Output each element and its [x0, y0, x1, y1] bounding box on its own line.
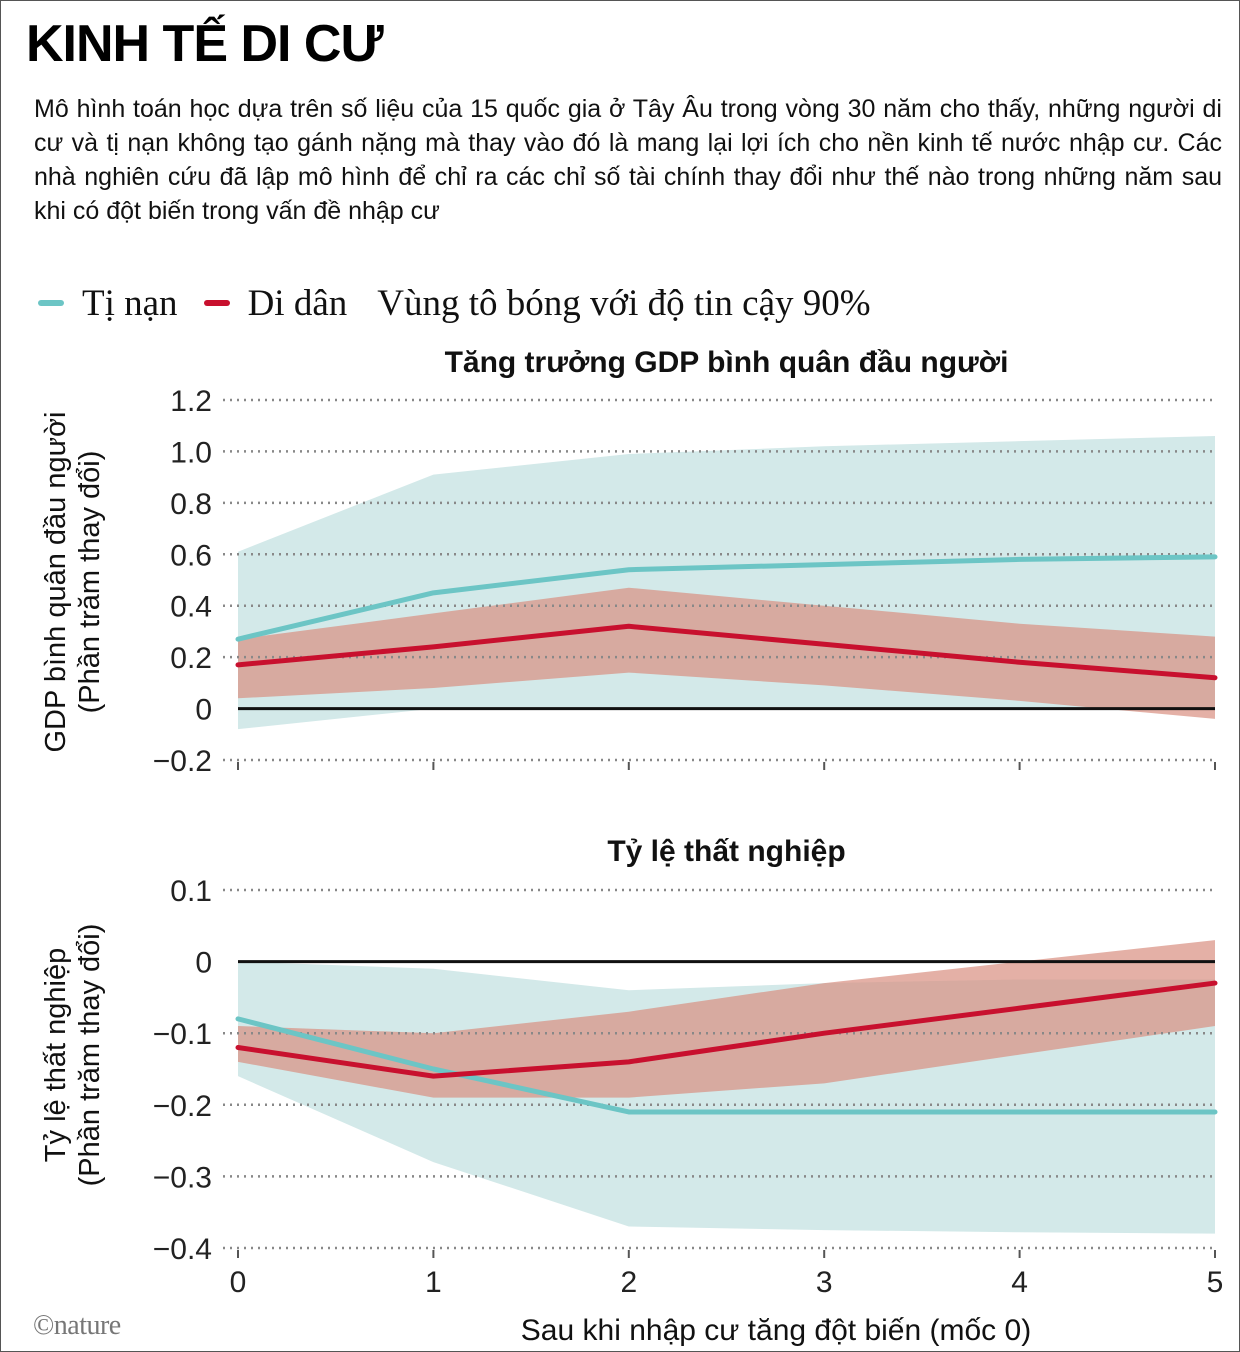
- legend-refugee-swatch: [38, 300, 64, 306]
- gdp-ytick-label: 0.6: [170, 539, 212, 572]
- gdp-ylabel-line1: GDP bình quân đầu người: [40, 411, 72, 752]
- legend-refugee-label: Tị nạn: [82, 282, 178, 324]
- unemployment-chart-title: Tỷ lệ thất nghiệp: [607, 835, 845, 868]
- gdp-chart-title: Tăng trưởng GDP bình quân đầu người: [445, 346, 1009, 379]
- gdp-ytick-label: 1.2: [170, 385, 212, 418]
- gdp-ytick-label: 0.4: [170, 591, 212, 624]
- gdp-ytick-label: 0: [195, 694, 212, 727]
- gdp-ylabel: GDP bình quân đầu người (Phần trăm thay đ…: [40, 411, 106, 752]
- legend-migrant-label: Di dân: [247, 282, 348, 324]
- unemployment-ylabel: Tỷ lệ thất nghiệp (Phần trăm thay đổi): [40, 924, 106, 1187]
- unemployment-point-migrant: [1213, 981, 1217, 985]
- unemployment-point-refugee: [822, 1110, 826, 1114]
- legend-shaded-note: Vùng tô bóng với độ tin cậy 90%: [377, 282, 871, 324]
- gdp-point-refugee: [236, 637, 240, 641]
- unemployment-ytick-label: −0.2: [153, 1090, 212, 1123]
- unemployment-point-refugee: [236, 1017, 240, 1021]
- unemployment-point-migrant: [1018, 1006, 1022, 1010]
- gdp-line-refugee: [235, 554, 1218, 642]
- gdp-ytick-label: 1.0: [170, 436, 212, 469]
- unemployment-ytick-label: −0.4: [153, 1233, 212, 1266]
- gdp-point-migrant: [1213, 676, 1217, 680]
- legend: Tị nạn Di dân Vùng tô bóng với độ tin cậ…: [38, 280, 871, 326]
- gdp-point-migrant: [431, 645, 435, 649]
- unemployment-point-migrant: [822, 1031, 826, 1035]
- gdp-ytick-label: −0.2: [153, 745, 212, 778]
- gdp-point-refugee: [1018, 557, 1022, 561]
- unemployment-xtick-label: 5: [1207, 1266, 1224, 1299]
- unemployment-xtick-label: 3: [816, 1266, 833, 1299]
- gdp-ylabel-line2: (Phần trăm thay đổi): [74, 451, 106, 714]
- unemployment-point-migrant: [431, 1074, 435, 1078]
- gdp-ytick-label: 0.2: [170, 642, 212, 675]
- gdp-band-migrant: [238, 587, 1215, 719]
- description-text: Mô hình toán học dựa trên số liệu của 15…: [34, 95, 1222, 225]
- unemployment-point-migrant: [236, 1046, 240, 1050]
- unemployment-point-migrant: [627, 1060, 631, 1064]
- nature-credit: ©nature: [33, 1310, 121, 1341]
- unemployment-ytick-label: 0: [195, 947, 212, 980]
- gdp-point-migrant: [236, 663, 240, 667]
- legend-item-migrant: Di dân: [203, 282, 348, 325]
- unemployment-band-migrant: [238, 940, 1215, 1098]
- gdp-point-migrant: [822, 642, 826, 646]
- legend-migrant-swatch: [203, 300, 230, 306]
- gdp-point-refugee: [627, 568, 631, 572]
- unemployment-point-refugee: [431, 1067, 435, 1071]
- unemployment-xtick-label: 0: [230, 1266, 247, 1299]
- gdp-point-migrant: [1018, 660, 1022, 664]
- unemployment-xtick-label: 1: [425, 1266, 442, 1299]
- legend-item-refugee: Tị nạn: [38, 282, 178, 325]
- unemployment-ytick-label: −0.1: [153, 1018, 212, 1051]
- unemployment-line-migrant: [235, 980, 1218, 1079]
- unemployment-point-refugee: [1213, 1110, 1217, 1114]
- gdp-point-refugee: [822, 563, 826, 567]
- unemployment-ylabel-line2: (Phần trăm thay đổi): [74, 924, 106, 1187]
- gdp-point-refugee: [1213, 555, 1217, 559]
- page-title: KINH TẾ DI CƯ: [26, 15, 384, 73]
- gdp-ytick-label: 0.8: [170, 488, 212, 521]
- unemployment-ytick-label: −0.3: [153, 1161, 212, 1194]
- unemployment-line-refugee: [235, 1016, 1218, 1115]
- gdp-point-refugee: [431, 591, 435, 595]
- gdp-point-migrant: [627, 624, 631, 628]
- unemployment-ylabel-line1: Tỷ lệ thất nghiệp: [40, 948, 72, 1162]
- unemployment-point-refugee: [1018, 1110, 1022, 1114]
- gdp-line-migrant: [235, 623, 1218, 681]
- unemployment-ytick-label: 0.1: [170, 875, 212, 908]
- unemployment-xtick-label: 2: [620, 1266, 637, 1299]
- unemployment-point-refugee: [627, 1110, 631, 1114]
- x-axis-label: Sau khi nhập cư tăng đột biến (mốc 0): [521, 1314, 1031, 1347]
- unemployment-xtick-label: 4: [1011, 1266, 1028, 1299]
